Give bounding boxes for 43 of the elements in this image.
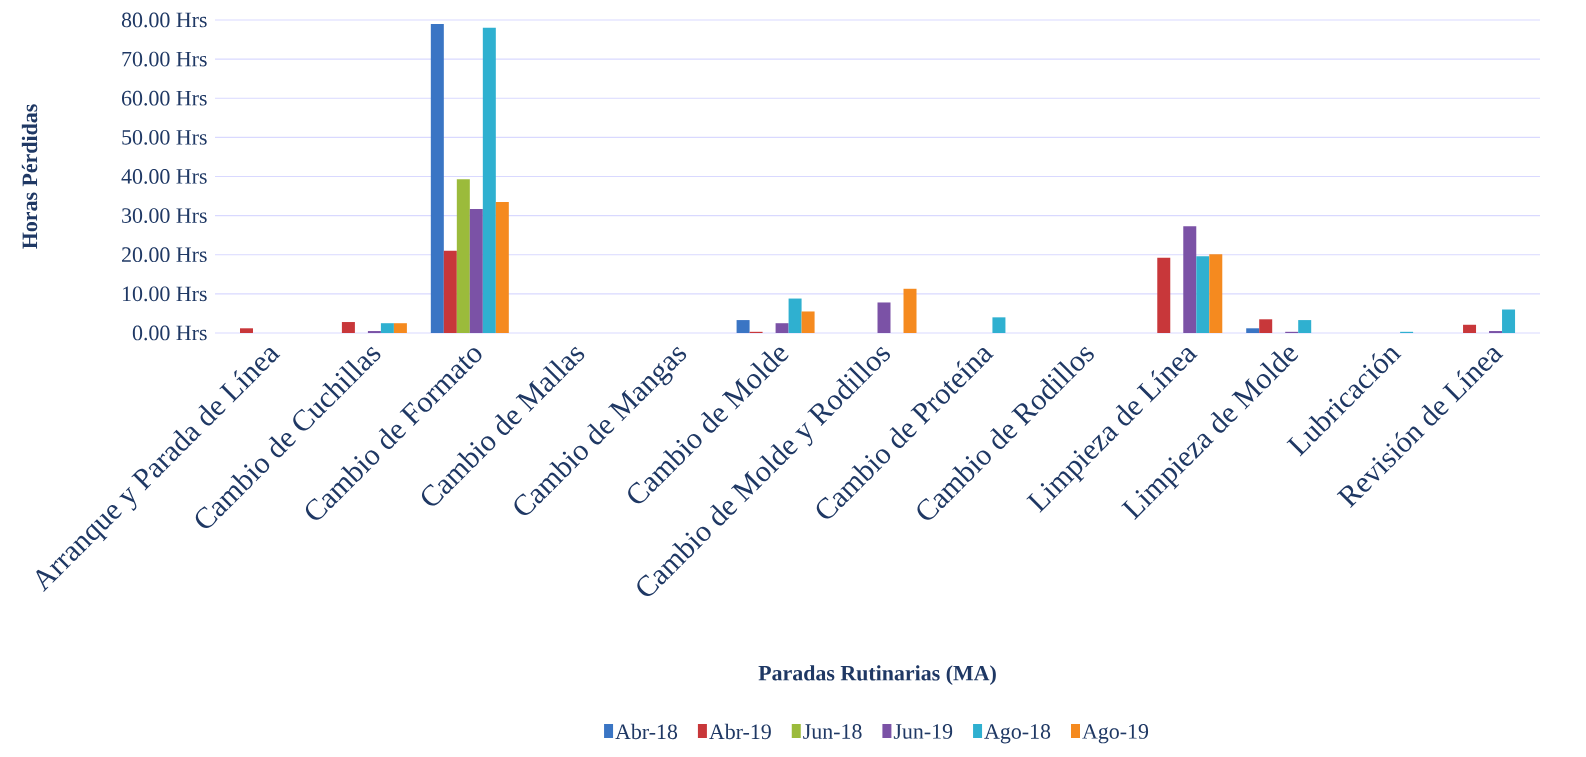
bar (1259, 319, 1273, 333)
y-tick-label: 10.00 Hrs (122, 286, 207, 302)
legend-label: Ago-18 (984, 724, 1051, 744)
y-tick-label: 40.00 Hrs (121, 169, 207, 184)
y-tick-label: 0.00 Hrs (132, 325, 207, 341)
bar (469, 208, 483, 333)
y-tick-label: 30.00 Hrs (122, 208, 207, 224)
legend-label: Jun-18 (803, 724, 862, 739)
bar (443, 250, 457, 333)
bar (393, 323, 407, 333)
bar (239, 328, 253, 333)
bar (380, 323, 394, 333)
legend-label: Ago-19 (1082, 724, 1149, 744)
bar (736, 320, 750, 333)
bar (1502, 309, 1516, 333)
bar (495, 201, 509, 333)
bar (775, 323, 789, 333)
bar (341, 322, 355, 333)
bar (877, 302, 891, 333)
bar (1246, 328, 1260, 333)
bar (1209, 254, 1223, 333)
y-tick-label: 60.00 Hrs (122, 90, 207, 106)
bar (801, 311, 815, 333)
y-tick-label: 20.00 Hrs (122, 247, 207, 263)
y-tick-label: 70.00 Hrs (122, 51, 207, 67)
bar (456, 179, 470, 333)
legend-label: Abr-19 (709, 723, 771, 740)
legend-label: Abr-18 (615, 723, 678, 740)
bar (1183, 226, 1197, 333)
bar (482, 27, 496, 333)
bar (788, 298, 802, 333)
bar (1298, 320, 1312, 333)
legend-label: Jun-19 (893, 724, 953, 739)
bar (903, 288, 917, 333)
bar (1196, 256, 1210, 333)
y-tick-label: 80.00 Hrs (121, 12, 207, 28)
y-axis-title: Horas Pérdidas (21, 104, 38, 249)
bar (430, 23, 444, 333)
bar (1157, 257, 1171, 333)
y-tick-label: 50.00 Hrs (122, 129, 207, 145)
bar (992, 317, 1006, 333)
bar (1463, 324, 1477, 333)
x-axis-title: Paradas Rutinarias (MA) (758, 665, 996, 686)
